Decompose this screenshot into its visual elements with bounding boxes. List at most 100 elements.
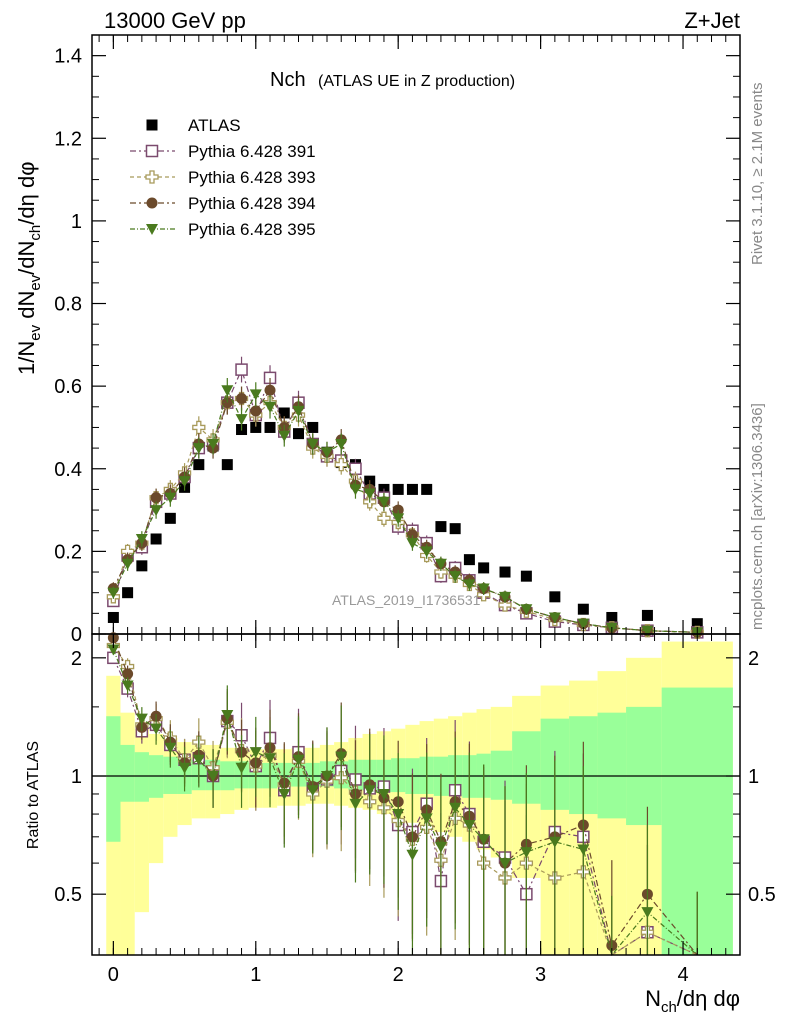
- main-point: [449, 523, 461, 535]
- main-point: [164, 492, 177, 504]
- main-point: [478, 562, 490, 574]
- ratio-point: [221, 710, 234, 722]
- main-ytick-label: 0.2: [54, 541, 82, 563]
- band-segment: [134, 752, 149, 802]
- main-point: [477, 583, 490, 595]
- ratio-axes-frame: [91, 633, 741, 956]
- ratio-point: [392, 809, 405, 821]
- main-point: [435, 521, 447, 533]
- main-point: [278, 407, 290, 419]
- legend-label: Pythia 6.428 394: [188, 194, 316, 213]
- ratio-y-axis-label: Ratio to ATLAS: [25, 741, 42, 849]
- ratio-point: [306, 785, 319, 797]
- main-point: [499, 591, 512, 603]
- band-segment: [106, 716, 121, 842]
- main-point: [406, 483, 418, 495]
- main-point: [293, 428, 305, 440]
- ratio-point: [499, 858, 512, 870]
- rivet-version-label: Rivet 3.1.10, ≥ 2.1M events: [749, 83, 766, 266]
- ratio-series-3: [107, 644, 698, 957]
- xtick-label: 3: [535, 964, 546, 986]
- main-point: [449, 571, 462, 583]
- main-point: [548, 612, 561, 624]
- legend-marker: [146, 119, 158, 131]
- main-point: [606, 611, 618, 623]
- process-label: Z+Jet: [684, 8, 740, 33]
- ratio-point: [292, 754, 305, 766]
- legend-marker: [145, 144, 159, 158]
- ratio-point: [477, 834, 490, 846]
- ratio-point: [548, 836, 561, 848]
- ratio-point: [520, 847, 533, 859]
- main-point: [264, 384, 276, 396]
- main-point: [221, 459, 233, 471]
- main-point: [264, 401, 277, 413]
- ratio-point: [641, 907, 654, 919]
- main-ytick-label: 1: [71, 211, 82, 233]
- legend-entry: Pythia 6.428 391: [130, 142, 316, 161]
- main-point: [236, 393, 248, 405]
- main-point: [463, 579, 476, 591]
- main-point: [107, 587, 120, 599]
- main-point: [150, 533, 162, 545]
- main-point: [641, 609, 653, 621]
- plot-title: Nch: [270, 69, 306, 91]
- main-point: [193, 459, 205, 471]
- legend-label: Pythia 6.428 395: [188, 220, 316, 239]
- main-point: [249, 389, 262, 401]
- xlabel-text: Nch/dη dφ: [645, 986, 740, 1016]
- ratio-frame: 0.5 0.5 1 1 2 2 0 1 2 3 4: [54, 633, 776, 986]
- main-point: [192, 443, 205, 455]
- ratio-point: [164, 742, 177, 754]
- ratio-series-line: [112, 657, 698, 956]
- main-y-axis-label: 1/Nev dNev/dNch/dη dφ: [14, 162, 44, 375]
- main-ytick-label: 0: [71, 624, 82, 646]
- main-point: [264, 421, 276, 433]
- main-point: [392, 513, 405, 525]
- xtick-label: 1: [250, 964, 261, 986]
- ratio-point: [150, 723, 163, 735]
- xtick-label: 2: [393, 964, 404, 986]
- main-point: [250, 405, 262, 417]
- main-ytick-label: 0.4: [54, 459, 82, 481]
- ratio-point: [264, 753, 277, 765]
- legend-entry: Pythia 6.428 393: [130, 168, 316, 187]
- ratio-point: [577, 844, 590, 856]
- main-point: [691, 618, 703, 630]
- ratio-point: [320, 771, 333, 783]
- ratio-series-line: [112, 637, 698, 956]
- main-point: [577, 618, 590, 630]
- main-ytick-label: 1.2: [54, 128, 82, 150]
- band-segment: [597, 712, 627, 819]
- legend-marker: [146, 224, 158, 235]
- main-point: [136, 560, 148, 572]
- legend-label: Pythia 6.428 393: [188, 168, 316, 187]
- main-point: [278, 430, 291, 442]
- ratio-point: [434, 841, 447, 853]
- ratio-point: [249, 747, 262, 759]
- legend-marker: [146, 197, 158, 209]
- main-point: [420, 546, 433, 558]
- ratio-point: [278, 788, 291, 800]
- analysis-label: ATLAS_2019_I1736531: [332, 592, 481, 608]
- main-ytick-label: 1.4: [54, 46, 82, 68]
- main-point: [192, 420, 206, 435]
- main-point: [520, 570, 532, 582]
- main-point: [235, 363, 248, 376]
- x-axis-label: Nch/dη dφ: [645, 986, 740, 1016]
- main-point: [377, 511, 391, 525]
- ratio-ytick-label-left: 2: [71, 648, 82, 670]
- main-point: [320, 447, 333, 459]
- ratio-point: [235, 762, 248, 774]
- legend: ATLAS Pythia 6.428 391 Pythia 6.428 393 Pyt…: [130, 116, 316, 239]
- legend-entry: Pythia 6.428 394: [130, 194, 316, 213]
- ratio-point: [377, 788, 390, 800]
- legend-label: ATLAS: [188, 116, 241, 135]
- ratio-point: [335, 751, 348, 763]
- main-point: [363, 488, 376, 500]
- main-point: [549, 591, 561, 603]
- main-point: [221, 385, 234, 397]
- ratio-point: [349, 798, 362, 810]
- main-point: [121, 558, 134, 570]
